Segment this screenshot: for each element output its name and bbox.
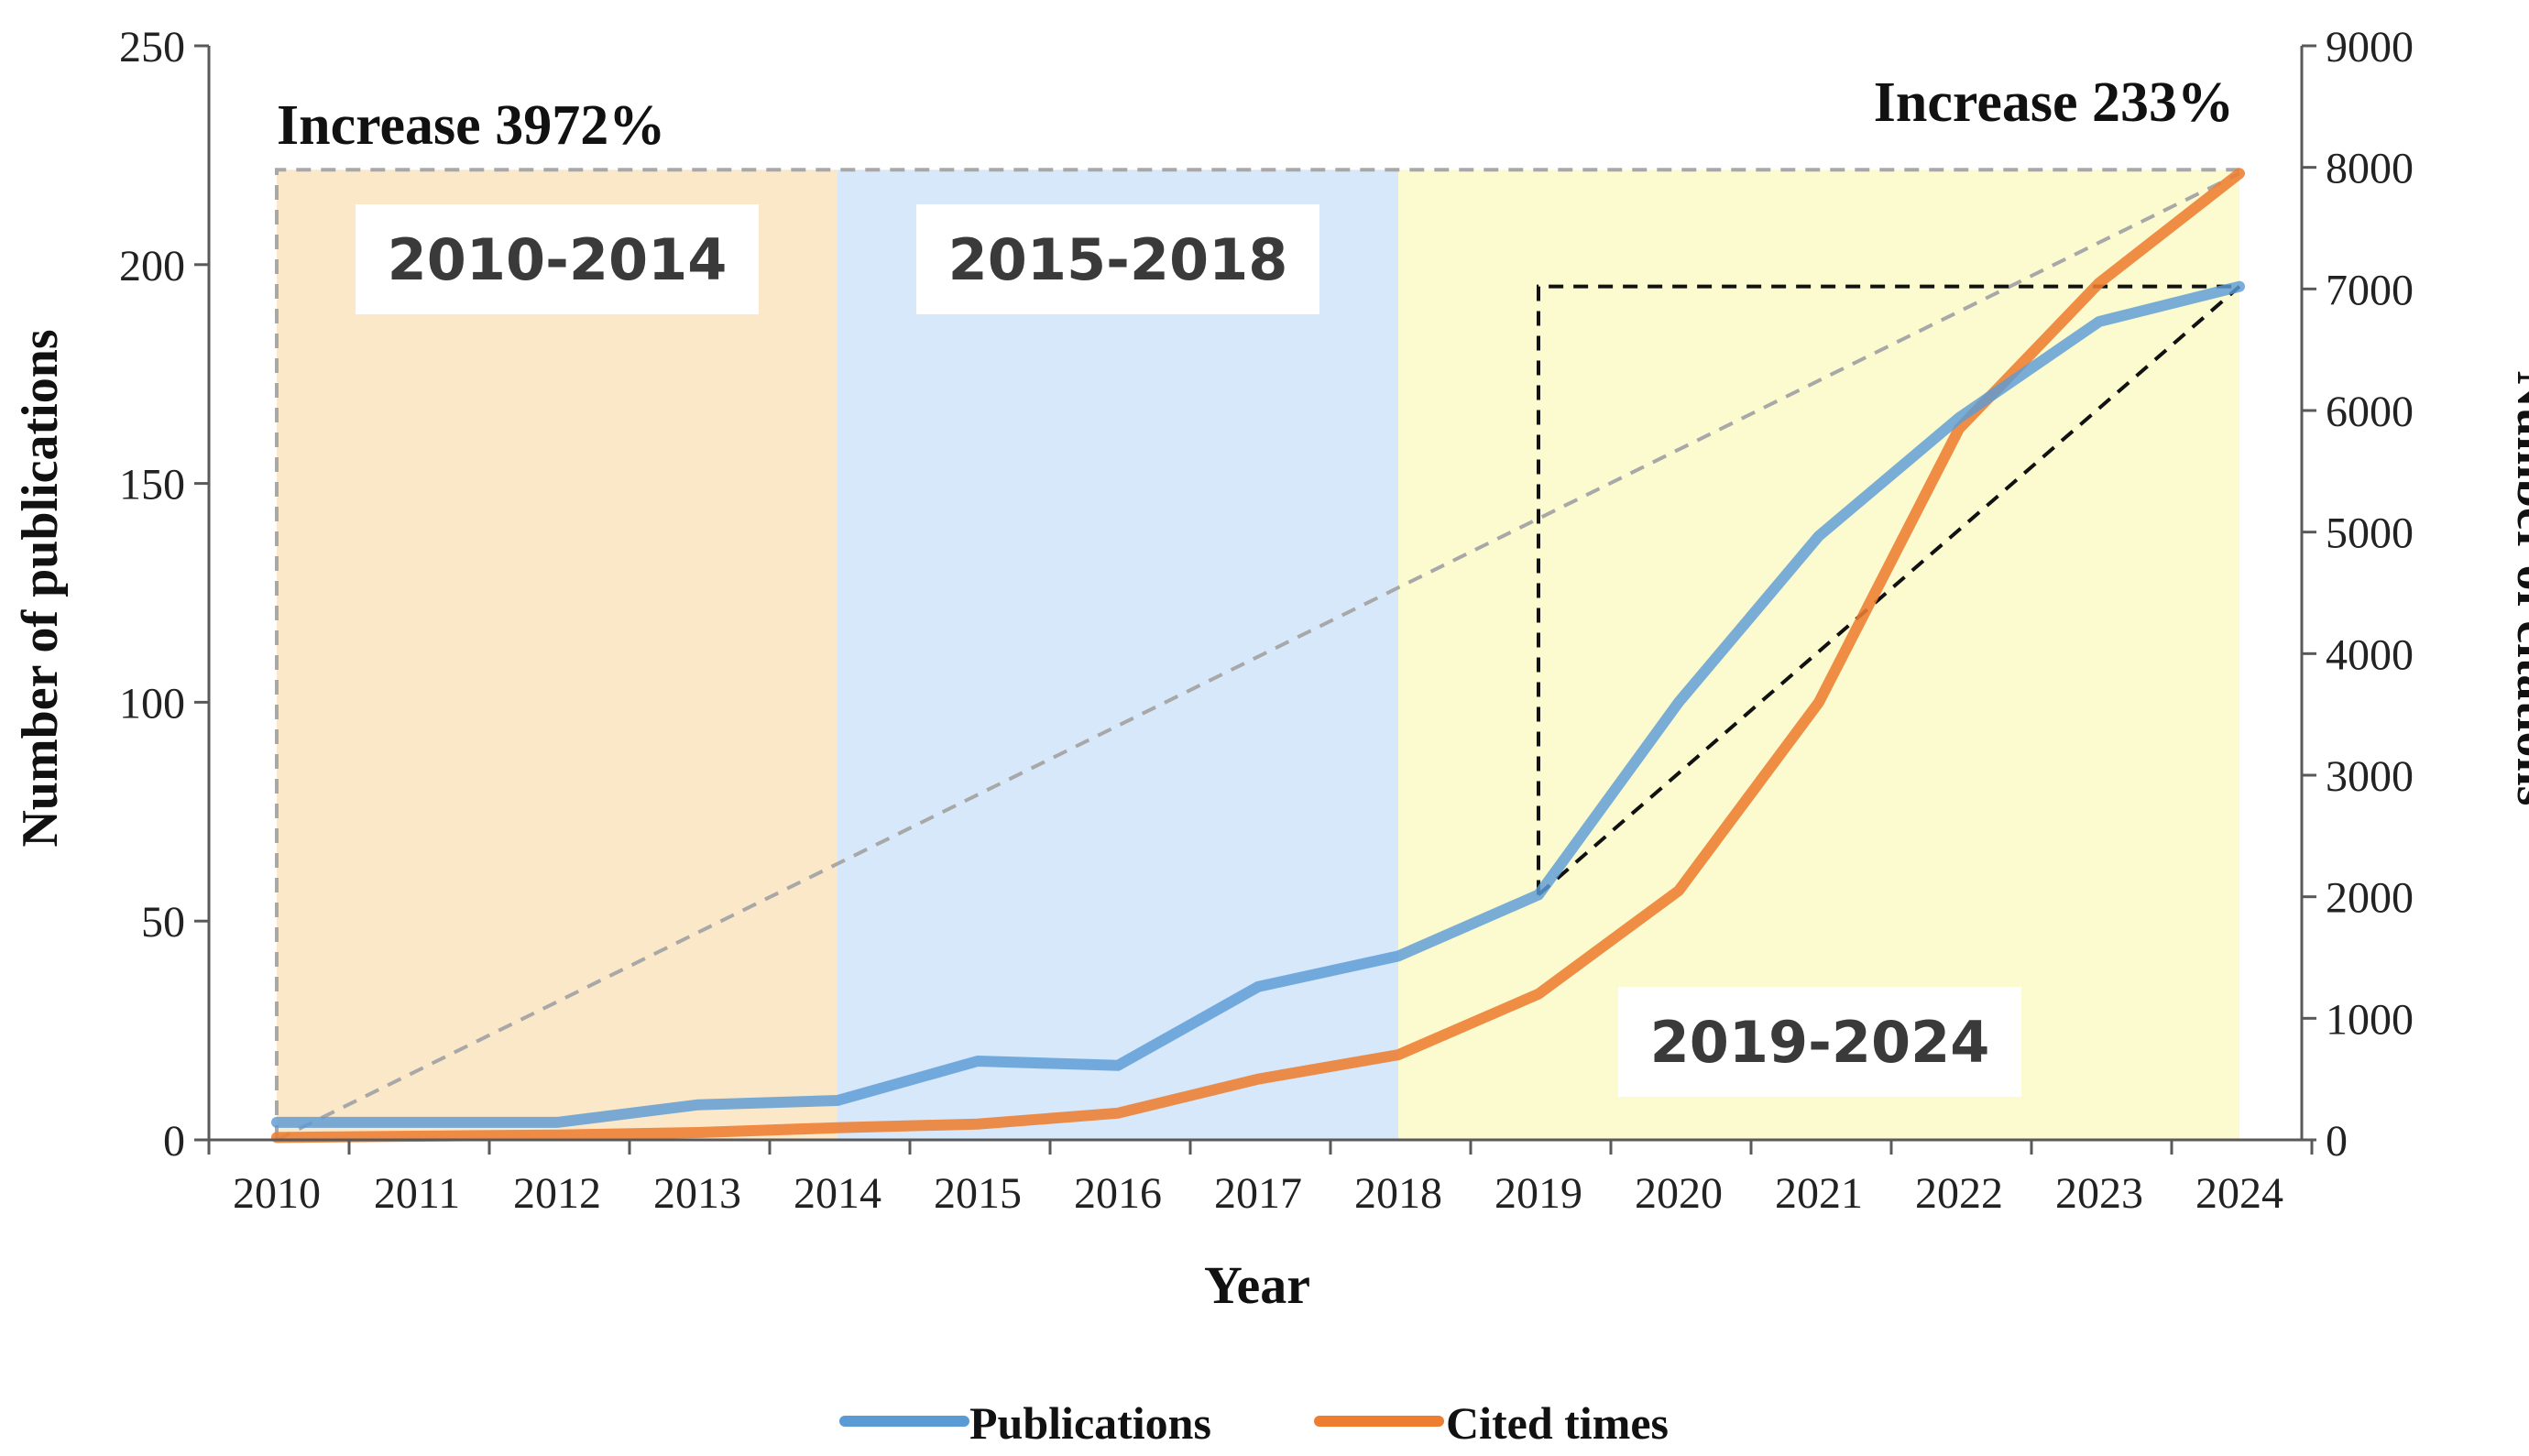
y-tick-label-left: 250 [119,23,185,71]
annotation-increase-right: Increase 233% [1874,71,2234,134]
y-tick-label-right: 6000 [2326,388,2414,436]
y-tick-label-right: 8000 [2326,145,2414,193]
legend-label-publications: Publications [969,1397,1211,1449]
y-tick-label-left: 0 [163,1117,185,1166]
x-tick-label-2020: 2020 [1635,1169,1723,1218]
y-tick-label-right: 1000 [2326,995,2414,1044]
x-tick-label-2014: 2014 [794,1169,881,1218]
annotation-increase-left: Increase 3972% [277,94,665,157]
legend: Publications Cited times [839,1397,1669,1449]
phase-band-2010-2014 [277,170,838,1140]
series-line-cited-times [271,168,2245,1144]
x-tick-label-2024: 2024 [2195,1169,2283,1218]
series-line-publications [271,280,2245,1128]
y-tick-label-right: 3000 [2326,752,2414,801]
x-tick-label-2011: 2011 [374,1169,460,1218]
y-tick-label-right: 9000 [2326,23,2414,71]
phase-label-box-2015-2018 [916,204,1319,314]
x-tick-label-2016: 2016 [1074,1169,1162,1218]
x-axis-label: Year [1204,1255,1310,1315]
series-lines [271,168,2245,1144]
x-tick-label-2018: 2018 [1354,1169,1442,1218]
guide-box-gray [275,168,2239,1140]
x-tick-label-2022: 2022 [1915,1169,2003,1218]
y-tick-label-right: 2000 [2326,874,2414,923]
y-axis-label-right: Number of citations [2506,371,2529,806]
guide-lines [275,168,2241,1142]
phase-labels: 2010-2014 2015-2018 2019-2024 [356,204,2021,1097]
phase-band-2015-2018 [838,170,1398,1140]
y-tick-label-right: 5000 [2326,509,2414,558]
x-tick-label-2013: 2013 [653,1169,741,1218]
y-tick-label-left: 200 [119,242,185,290]
y-axis-label-left: Number of publications [12,329,69,847]
x-tick-label-2021: 2021 [1775,1169,1863,1218]
y-tick-label-right: 0 [2326,1117,2348,1166]
phase-label-2010-2014: 2010-2014 [388,226,728,293]
guide-diagonal-black [1537,285,2241,897]
x-tick-label-2019: 2019 [1494,1169,1582,1218]
y-tick-label-left: 50 [141,898,185,947]
guide-diagonal-gray [276,171,2240,1142]
phase-label-box-2019-2024 [1618,987,2021,1097]
phase-label-2019-2024: 2019-2024 [1650,1009,1990,1076]
legend-label-cited-times: Cited times [1446,1397,1669,1449]
x-tick-label-2015: 2015 [934,1169,1022,1218]
y-tick-label-left: 150 [119,461,185,509]
phase-label-2015-2018: 2015-2018 [948,226,1288,293]
phase-band-2019-2024 [1398,170,2239,1140]
phase-label-box-2010-2014 [356,204,759,314]
y-tick-label-left: 100 [119,679,185,728]
axes: 0 50 100 150 200 250 0 1000 2000 3000 4000 5000 6000… [119,23,2414,1218]
x-tick-label-2010: 2010 [233,1169,321,1218]
x-tick-label-2023: 2023 [2055,1169,2143,1218]
y-tick-label-right: 4000 [2326,630,2414,679]
x-tick-label-2012: 2012 [513,1169,601,1218]
phase-bands [277,170,2239,1140]
x-tick-label-2017: 2017 [1214,1169,1302,1218]
y-tick-label-right: 7000 [2326,266,2414,314]
guide-box-black [1537,284,2239,895]
